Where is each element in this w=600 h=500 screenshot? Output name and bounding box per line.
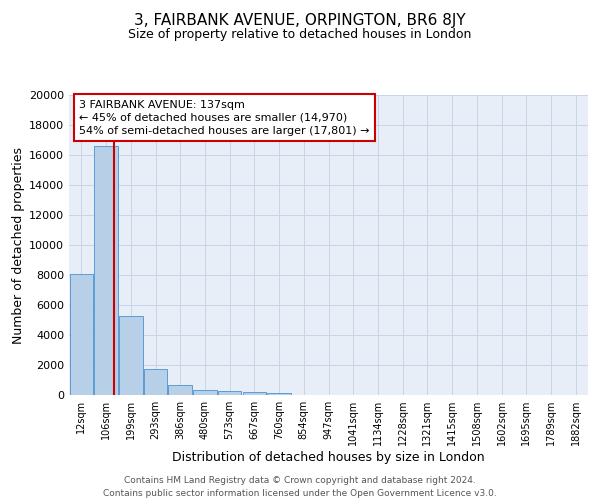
Text: 3, FAIRBANK AVENUE, ORPINGTON, BR6 8JY: 3, FAIRBANK AVENUE, ORPINGTON, BR6 8JY — [134, 12, 466, 28]
X-axis label: Distribution of detached houses by size in London: Distribution of detached houses by size … — [172, 451, 485, 464]
Bar — [70, 274, 93, 395]
Bar — [268, 393, 291, 395]
Text: Contains HM Land Registry data © Crown copyright and database right 2024.
Contai: Contains HM Land Registry data © Crown c… — [103, 476, 497, 498]
Bar — [94, 146, 118, 395]
Text: Size of property relative to detached houses in London: Size of property relative to detached ho… — [128, 28, 472, 41]
Text: 3 FAIRBANK AVENUE: 137sqm
← 45% of detached houses are smaller (14,970)
54% of s: 3 FAIRBANK AVENUE: 137sqm ← 45% of detac… — [79, 100, 370, 136]
Bar — [119, 316, 143, 395]
Bar — [169, 385, 192, 395]
Bar — [218, 391, 241, 395]
Y-axis label: Number of detached properties: Number of detached properties — [12, 146, 25, 344]
Bar — [193, 390, 217, 395]
Bar — [242, 392, 266, 395]
Bar — [144, 369, 167, 395]
